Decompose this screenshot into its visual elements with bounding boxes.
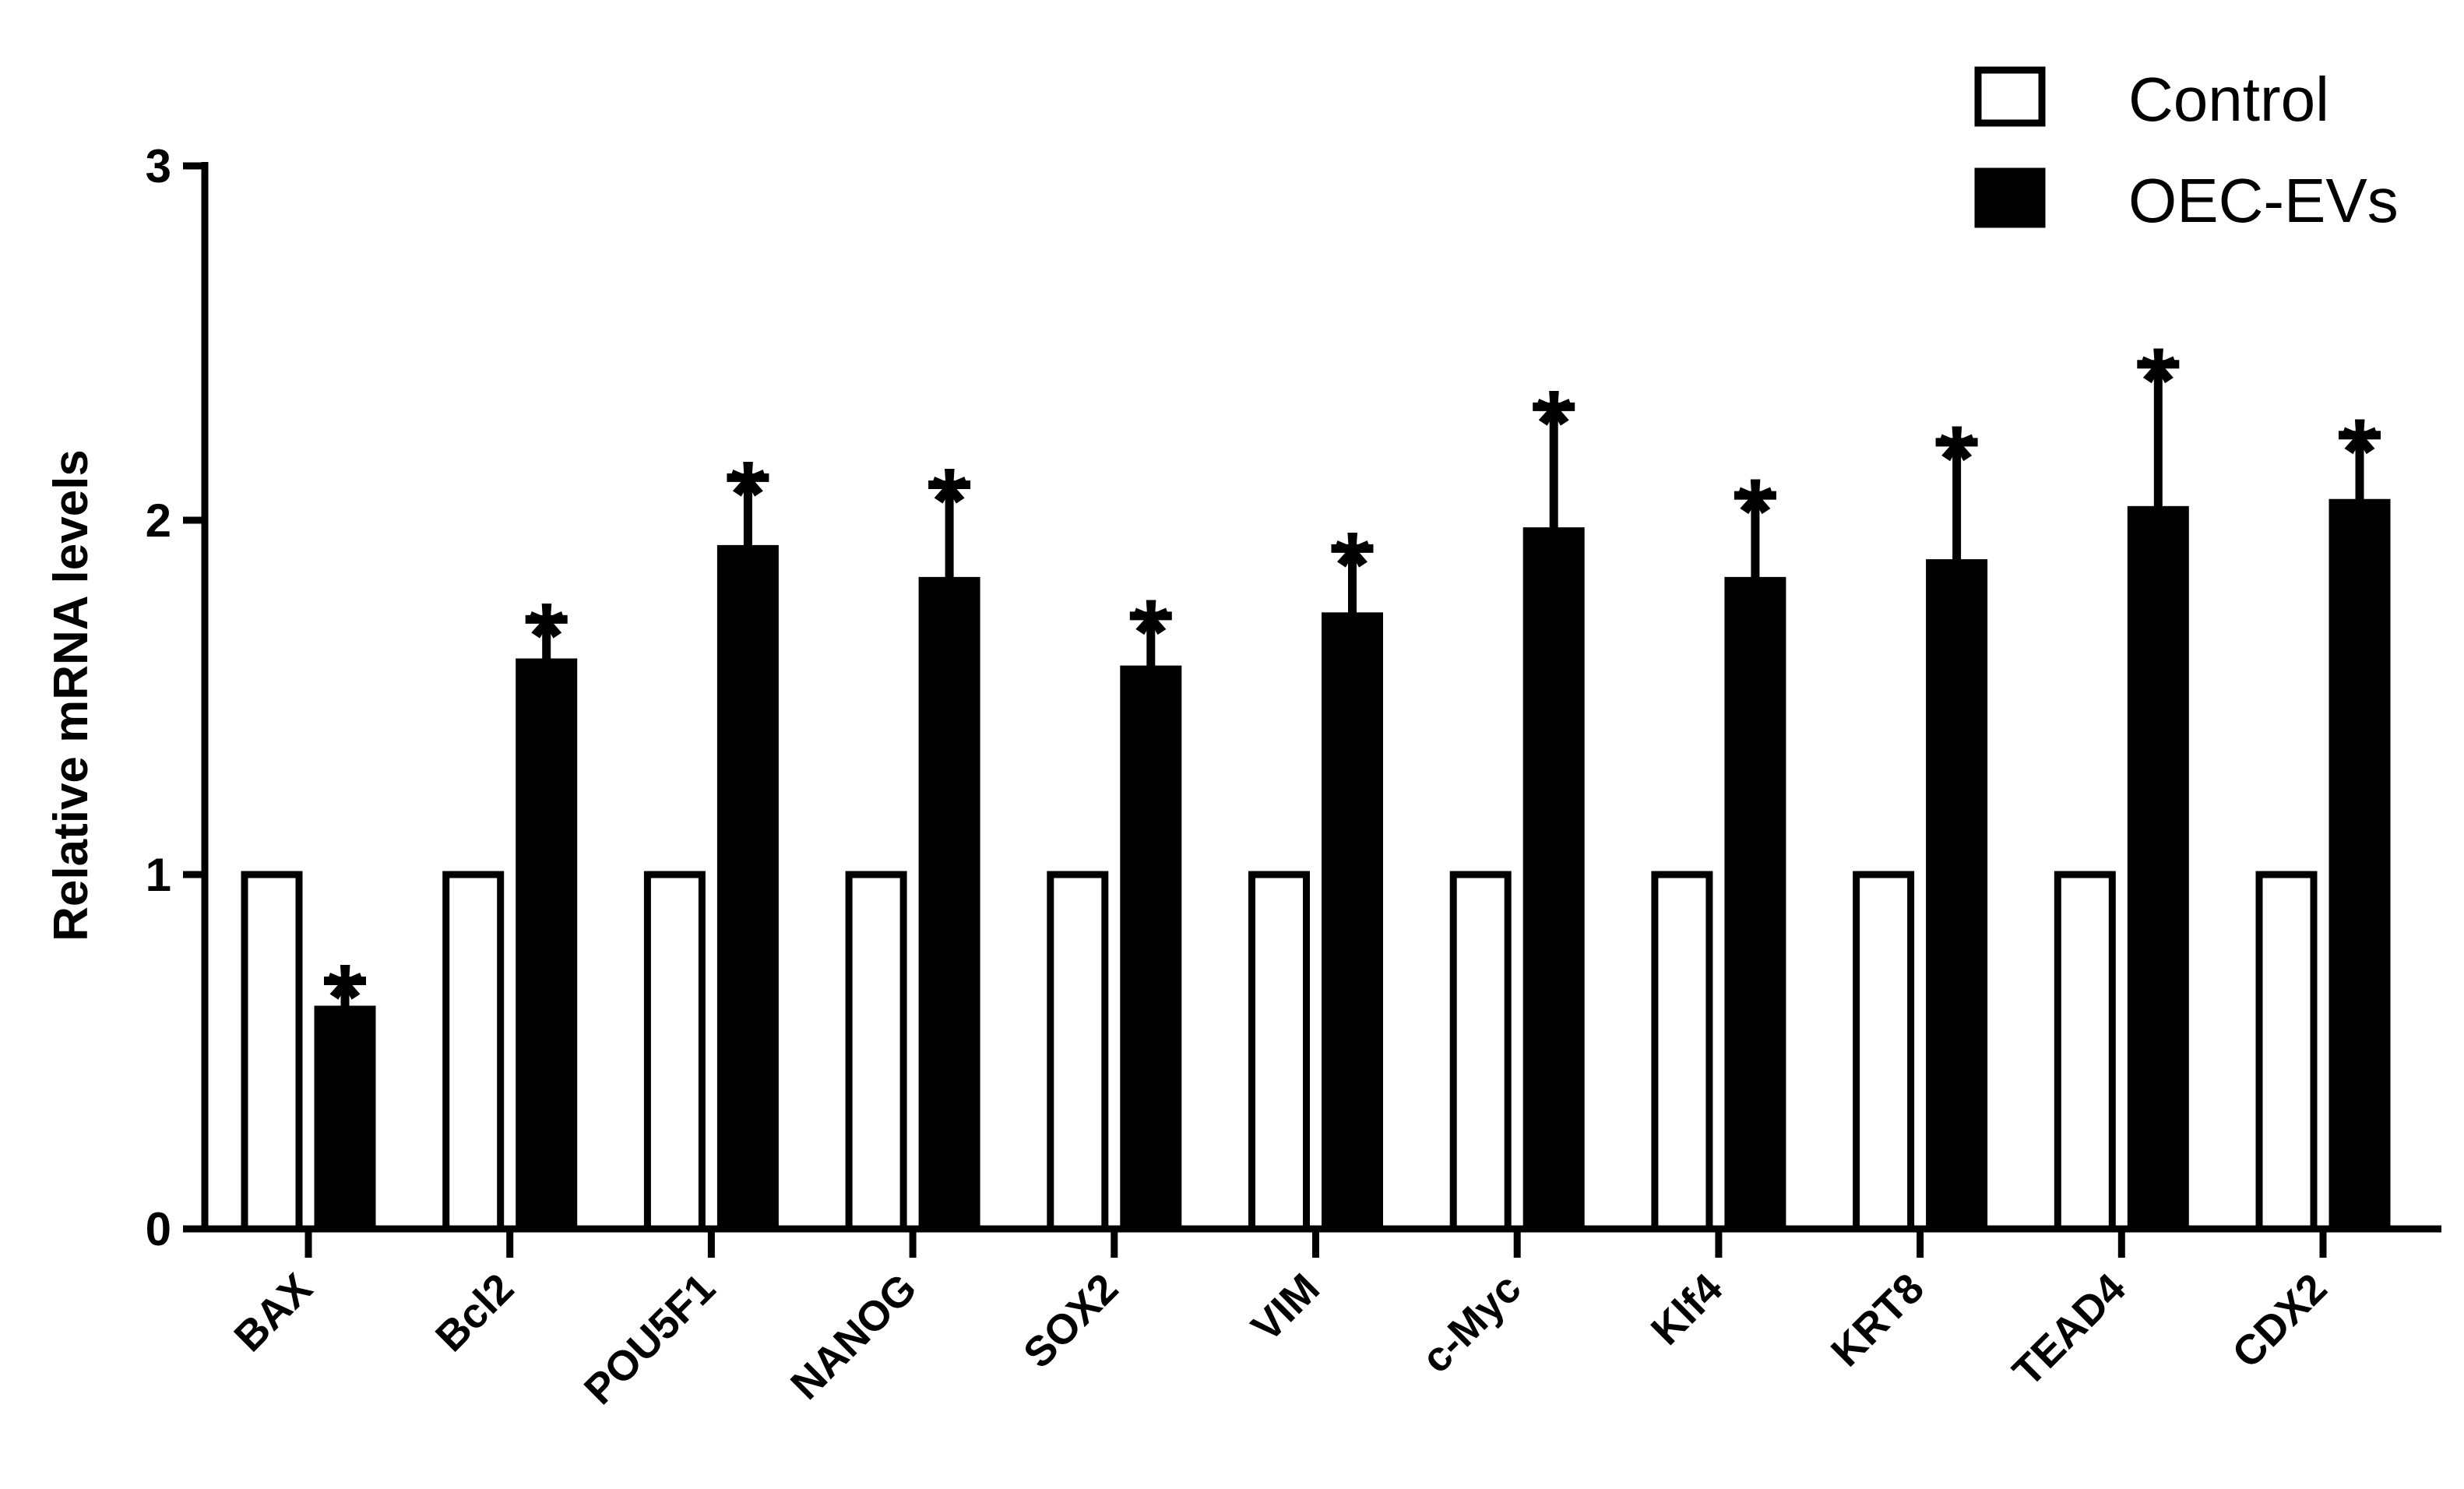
bar-control-tead4	[2054, 871, 2116, 1233]
x-tick-label-bcl2: Bcl2	[427, 1265, 523, 1361]
bar-oec-evs-bcl2	[516, 658, 578, 1233]
bar-oec-evs-tead4	[2127, 505, 2189, 1233]
significance-star-krt8: *	[1938, 407, 1975, 511]
x-tick-label-c-myc: c-Myc	[1413, 1265, 1530, 1382]
x-tick-label-pou5f1: POU5F1	[576, 1265, 724, 1413]
significance-star-nanog: *	[931, 449, 968, 554]
bar-oec-evs-nanog	[918, 576, 980, 1233]
x-tick-label-nanog: NANOG	[782, 1265, 926, 1409]
y-tick-label-1: 1	[146, 849, 171, 901]
legend-label-control: Control	[2128, 65, 2329, 134]
significance-star-vim: *	[1334, 512, 1371, 617]
significance-star-tead4: *	[2140, 329, 2177, 433]
x-tick-label-krt8: KRT8	[1822, 1265, 1933, 1375]
bar-oec-evs-klf4	[1724, 576, 1786, 1233]
bar-control-krt8	[1853, 871, 1915, 1233]
bar-control-pou5f1	[643, 871, 706, 1233]
significance-star-klf4: *	[1737, 459, 1774, 564]
y-tick-label-3: 3	[146, 140, 171, 192]
bar-oec-evs-c-myc	[1522, 527, 1585, 1233]
bar-control-vim	[1248, 871, 1310, 1233]
legend-swatch-oec-evs	[1974, 167, 2046, 228]
significance-star-bcl2: *	[528, 583, 565, 688]
error-bars	[324, 360, 2381, 1009]
significance-star-pou5f1: *	[730, 442, 766, 546]
legend-swatch-control	[1974, 66, 2046, 127]
significance-markers: * * * * * * * * * * *	[327, 329, 2378, 1050]
bar-control-cdx2	[2255, 871, 2318, 1233]
significance-star-cdx2: *	[2342, 400, 2378, 504]
bar-control-bax	[241, 871, 303, 1233]
y-axis-title: Relative mRNA levels	[44, 449, 98, 942]
x-axis-ticks	[304, 1229, 2327, 1258]
legend-label-oec-evs: OEC-EVs	[2128, 166, 2399, 235]
x-tick-label-vim: VIM	[1243, 1265, 1329, 1350]
bar-control-klf4	[1651, 871, 1713, 1233]
x-tick-label-tead4: TEAD4	[2004, 1265, 2135, 1396]
bar-oec-evs-vim	[1322, 612, 1383, 1233]
bar-control-c-myc	[1449, 871, 1512, 1233]
x-tick-label-klf4: Klf4	[1642, 1265, 1732, 1354]
significance-star-bax: *	[327, 945, 364, 1050]
bar-oec-evs-krt8	[1926, 559, 1988, 1233]
x-axis-tick-labels: BAX Bcl2 POU5F1 NANOG SOX2 VIM c-Myc Klf4 KRT8 TE…	[225, 1265, 2336, 1413]
bar-oec-evs-cdx2	[2328, 498, 2391, 1233]
x-tick-label-bax: BAX	[225, 1265, 321, 1361]
bar-control-sox2	[1047, 871, 1109, 1233]
bar-control-nanog	[845, 871, 907, 1233]
y-axis-ticks: 0 1 2 3	[146, 140, 205, 1255]
bar-control-bcl2	[442, 871, 505, 1233]
bar-oec-evs-pou5f1	[716, 544, 779, 1233]
x-tick-label-sox2: SOX2	[1015, 1265, 1127, 1377]
significance-star-sox2: *	[1132, 580, 1169, 685]
y-tick-label-0: 0	[146, 1203, 171, 1255]
legend: Control OEC-EVs	[1974, 65, 2399, 235]
bar-oec-evs-sox2	[1120, 665, 1182, 1233]
y-tick-label-2: 2	[146, 495, 171, 547]
significance-star-c-myc: *	[1536, 371, 1572, 475]
x-tick-label-cdx2: CDX2	[2223, 1265, 2336, 1377]
